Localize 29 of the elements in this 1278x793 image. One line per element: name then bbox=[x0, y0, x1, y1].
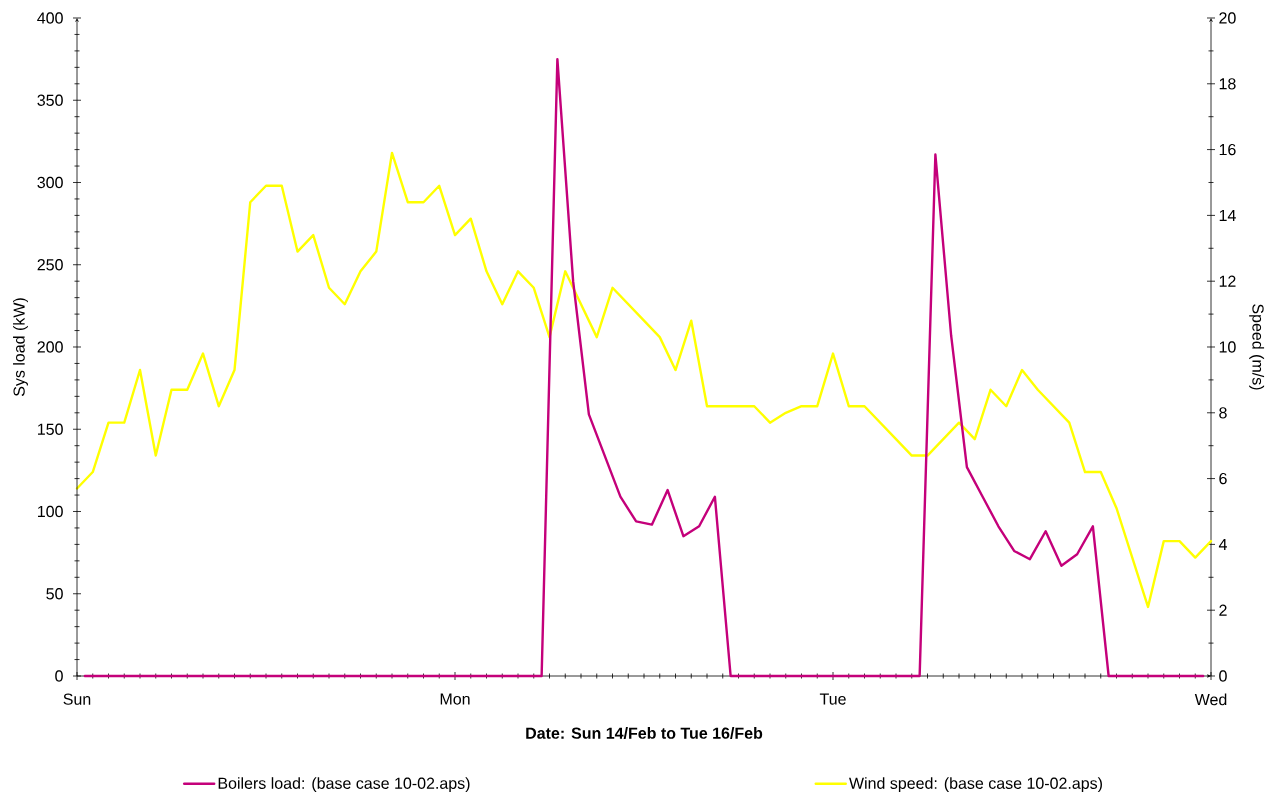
y-tick-label: 50 bbox=[46, 588, 63, 600]
y-tick-label: 250 bbox=[37, 259, 63, 271]
y-tick-label: 200 bbox=[37, 341, 63, 353]
x-tick-label: Sun bbox=[63, 693, 91, 705]
x-tick-label: Tue bbox=[819, 693, 846, 705]
x-tick-label: Mon bbox=[440, 693, 470, 705]
legend-label: Boilers load: (base case 10-02.aps) bbox=[218, 777, 470, 793]
y2-tick-label: 18 bbox=[1219, 78, 1236, 90]
y2-tick-label: 12 bbox=[1219, 275, 1236, 287]
y2-axis-title: Speed (m/s) bbox=[1249, 304, 1265, 390]
x-axis-title: Date: Sun 14/Feb to Tue 16/Feb bbox=[526, 727, 763, 740]
y-tick-label: 350 bbox=[37, 94, 63, 106]
y2-tick-label: 10 bbox=[1219, 341, 1236, 353]
y2-tick-label: 0 bbox=[1219, 670, 1227, 682]
y-tick-label: 400 bbox=[37, 12, 63, 24]
y2-tick-label: 6 bbox=[1219, 472, 1227, 485]
y2-tick-label: 8 bbox=[1219, 407, 1227, 419]
y2-tick-label: 20 bbox=[1219, 12, 1236, 24]
y-axis-title: Sys load (kW) bbox=[13, 298, 28, 397]
y2-tick-label: 4 bbox=[1218, 538, 1227, 550]
y-tick-label: 0 bbox=[55, 670, 63, 682]
legend-label: Wind speed: (base case 10-02.aps) bbox=[849, 777, 1102, 793]
x-tick-label: Wed bbox=[1194, 693, 1227, 706]
y-tick-label: 150 bbox=[38, 423, 63, 435]
y2-tick-label: 16 bbox=[1219, 143, 1236, 156]
y-tick-label: 100 bbox=[38, 505, 63, 518]
y2-tick-label: 14 bbox=[1219, 209, 1236, 221]
y2-tick-label: 2 bbox=[1219, 604, 1227, 616]
y-tick-label: 300 bbox=[37, 176, 63, 189]
